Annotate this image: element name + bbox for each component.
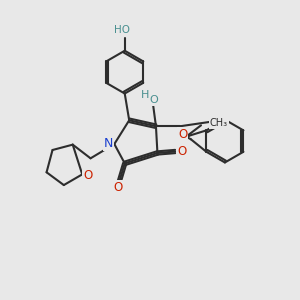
- Text: N: N: [104, 137, 113, 150]
- Text: O: O: [178, 128, 187, 141]
- Text: CH₃: CH₃: [210, 118, 228, 128]
- Text: O: O: [177, 145, 186, 158]
- Text: O: O: [83, 169, 92, 182]
- Text: O: O: [114, 181, 123, 194]
- Text: H: H: [140, 90, 149, 100]
- Text: O: O: [149, 95, 158, 105]
- Text: HO: HO: [114, 25, 130, 35]
